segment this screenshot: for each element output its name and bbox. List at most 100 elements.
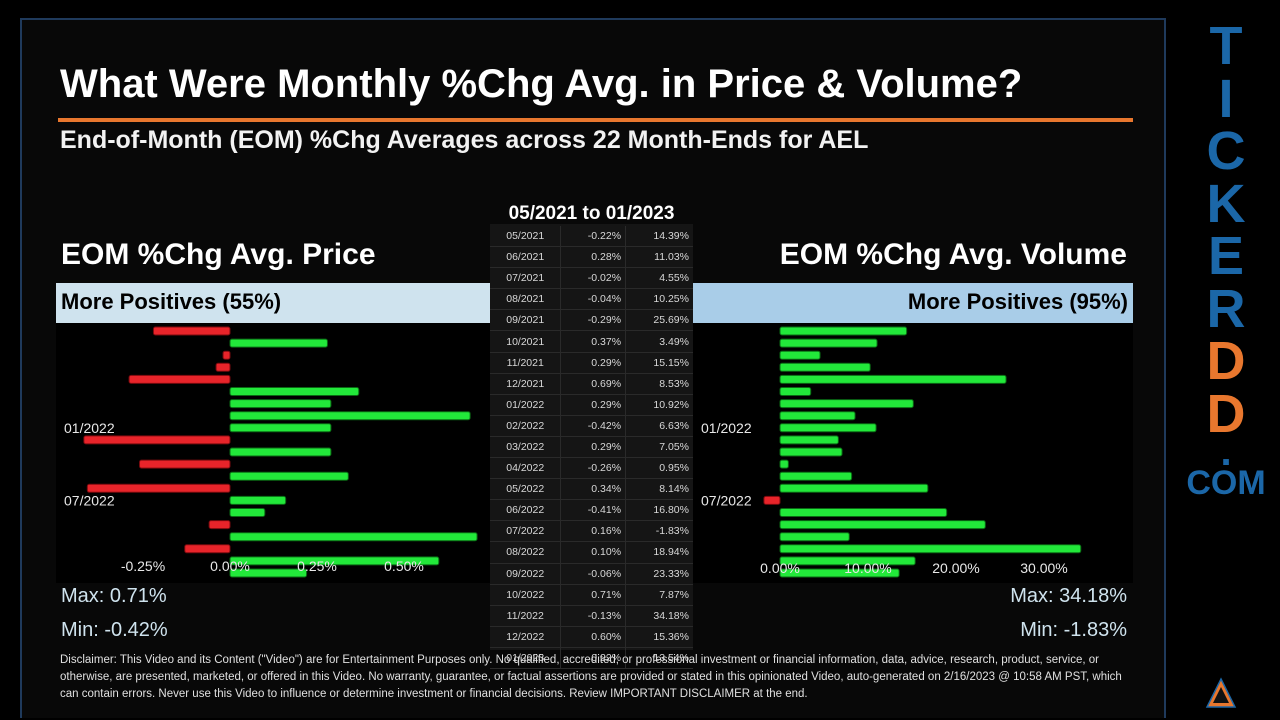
brand-letter: I — [1218, 68, 1234, 129]
table-cell-price: 0.37% — [560, 330, 627, 353]
table-row: 01/2023 0.22% 13.54% — [490, 647, 693, 669]
price-xtick-label: 0.25% — [297, 558, 337, 574]
volume-bar — [779, 471, 853, 481]
volume-bar — [779, 423, 877, 433]
price-bar — [184, 544, 231, 554]
table-cell-price: 0.29% — [560, 436, 627, 459]
price-bar — [152, 326, 231, 336]
price-bar — [229, 447, 332, 457]
table-cell-price: 0.29% — [560, 394, 627, 416]
volume-bar — [779, 520, 986, 530]
table-cell-volume: 10.92% — [625, 394, 693, 416]
table-cell-price: -0.04% — [560, 288, 627, 311]
table-cell-month: 11/2022 — [490, 605, 562, 627]
table-cell-price: -0.29% — [560, 309, 627, 332]
table-cell-price: -0.26% — [560, 457, 627, 480]
volume-positives-banner: More Positives (95%) — [693, 283, 1133, 323]
price-bar — [229, 399, 332, 409]
table-cell-price: -0.22% — [560, 226, 627, 248]
volume-bar — [763, 495, 781, 505]
price-xtick-label: -0.25% — [121, 558, 165, 574]
price-ytick-label: 07/2022 — [64, 492, 115, 508]
price-max: Max: 0.71% — [61, 585, 167, 607]
table-row: 05/2021 -0.22% 14.39% — [490, 226, 693, 248]
table-row: 09/2021 -0.29% 25.69% — [490, 309, 693, 332]
price-bar — [229, 411, 471, 421]
volume-bar — [779, 326, 908, 336]
volume-ytick-label: 01/2022 — [701, 420, 752, 436]
volume-xtick-label: 30.00% — [1020, 560, 1067, 576]
table-cell-price: 0.71% — [560, 584, 627, 606]
volume-bar — [779, 338, 878, 348]
volume-bar — [779, 532, 850, 542]
volume-bar — [779, 374, 1007, 384]
table-row: 07/2022 0.16% -1.83% — [490, 520, 693, 543]
brand-letter: D — [1206, 383, 1246, 444]
table-cell-volume: 13.54% — [625, 647, 693, 669]
table-cell-month: 05/2021 — [490, 226, 562, 248]
volume-bar — [779, 544, 1082, 554]
brand-letter: K — [1206, 173, 1246, 234]
volume-bar — [779, 435, 839, 445]
table-row: 09/2022 -0.06% 23.33% — [490, 563, 693, 585]
price-xtick-label: 0.00% — [210, 558, 250, 574]
volume-bar — [779, 459, 789, 469]
table-cell-price: 0.28% — [560, 246, 627, 269]
table-cell-month: 10/2022 — [490, 584, 562, 606]
table-cell-month: 01/2022 — [490, 394, 562, 416]
price-bar — [229, 338, 328, 348]
brand-letter: E — [1207, 226, 1245, 286]
price-bar — [139, 459, 231, 469]
table-cell-month: 08/2021 — [490, 288, 562, 311]
period-label: 05/2021 to 01/2023 — [508, 203, 675, 224]
volume-ytick-label: 07/2022 — [701, 492, 752, 508]
volume-bar — [779, 447, 843, 457]
table-cell-price: -0.42% — [560, 415, 627, 437]
table-cell-volume: 23.33% — [625, 563, 693, 585]
volume-xtick-label: 10.00% — [844, 560, 891, 576]
table-cell-month: 10/2021 — [490, 330, 562, 353]
table-cell-month: 07/2021 — [490, 267, 562, 290]
price-bar — [215, 362, 231, 372]
price-bar — [229, 508, 266, 517]
table-cell-price: 0.29% — [560, 352, 627, 374]
table-cell-volume: 18.94% — [625, 541, 693, 564]
price-bar — [128, 374, 231, 384]
table-cell-price: 0.22% — [560, 647, 627, 669]
table-cell-month: 09/2021 — [490, 309, 562, 332]
volume-max: Max: 34.18% — [1010, 585, 1127, 607]
table-cell-volume: 8.53% — [625, 373, 693, 395]
brand-logo: T I C K E R D D . COM — [1176, 19, 1276, 502]
table-cell-volume: 8.14% — [625, 478, 693, 501]
table-cell-month: 09/2022 — [490, 563, 562, 585]
volume-bar — [779, 508, 948, 517]
table-row: 08/2022 0.10% 18.94% — [490, 541, 693, 564]
table-cell-volume: 4.55% — [625, 267, 693, 290]
table-row: 05/2022 0.34% 8.14% — [490, 478, 693, 501]
table-cell-volume: 25.69% — [625, 309, 693, 332]
table-cell-volume: 34.18% — [625, 605, 693, 627]
table-row: 12/2022 0.60% 15.36% — [490, 626, 693, 648]
table-cell-month: 05/2022 — [490, 478, 562, 501]
price-xtick-label: 0.50% — [384, 558, 424, 574]
monthly-data-table: 05/2021 -0.22% 14.39% 06/2021 0.28% 11.03% 07/… — [490, 226, 693, 669]
table-cell-price: -0.02% — [560, 267, 627, 290]
table-cell-price: 0.34% — [560, 478, 627, 501]
table-row: 11/2022 -0.13% 34.18% — [490, 605, 693, 627]
table-row: 02/2022 -0.42% 6.63% — [490, 415, 693, 437]
volume-chart-svg: 01/2022 07/2022 0.00% 10.00% 20.00% 30.00% — [701, 326, 1082, 578]
brand-com: COM — [1186, 464, 1266, 502]
table-cell-volume: 11.03% — [625, 246, 693, 269]
price-bar — [83, 435, 231, 445]
price-bar — [86, 483, 231, 493]
table-cell-volume: 15.36% — [625, 626, 693, 648]
table-cell-month: 11/2021 — [490, 352, 562, 374]
volume-bar — [779, 411, 856, 421]
price-ytick-label: 01/2022 — [64, 420, 115, 436]
table-row: 07/2021 -0.02% 4.55% — [490, 267, 693, 290]
disclaimer-text: Disclaimer: This Video and its Content (… — [60, 654, 1122, 700]
table-cell-volume: 3.49% — [625, 330, 693, 353]
page-subtitle: End-of-Month (EOM) %Chg Averages across … — [60, 126, 869, 154]
price-bar — [229, 532, 478, 542]
price-bar — [229, 556, 440, 566]
